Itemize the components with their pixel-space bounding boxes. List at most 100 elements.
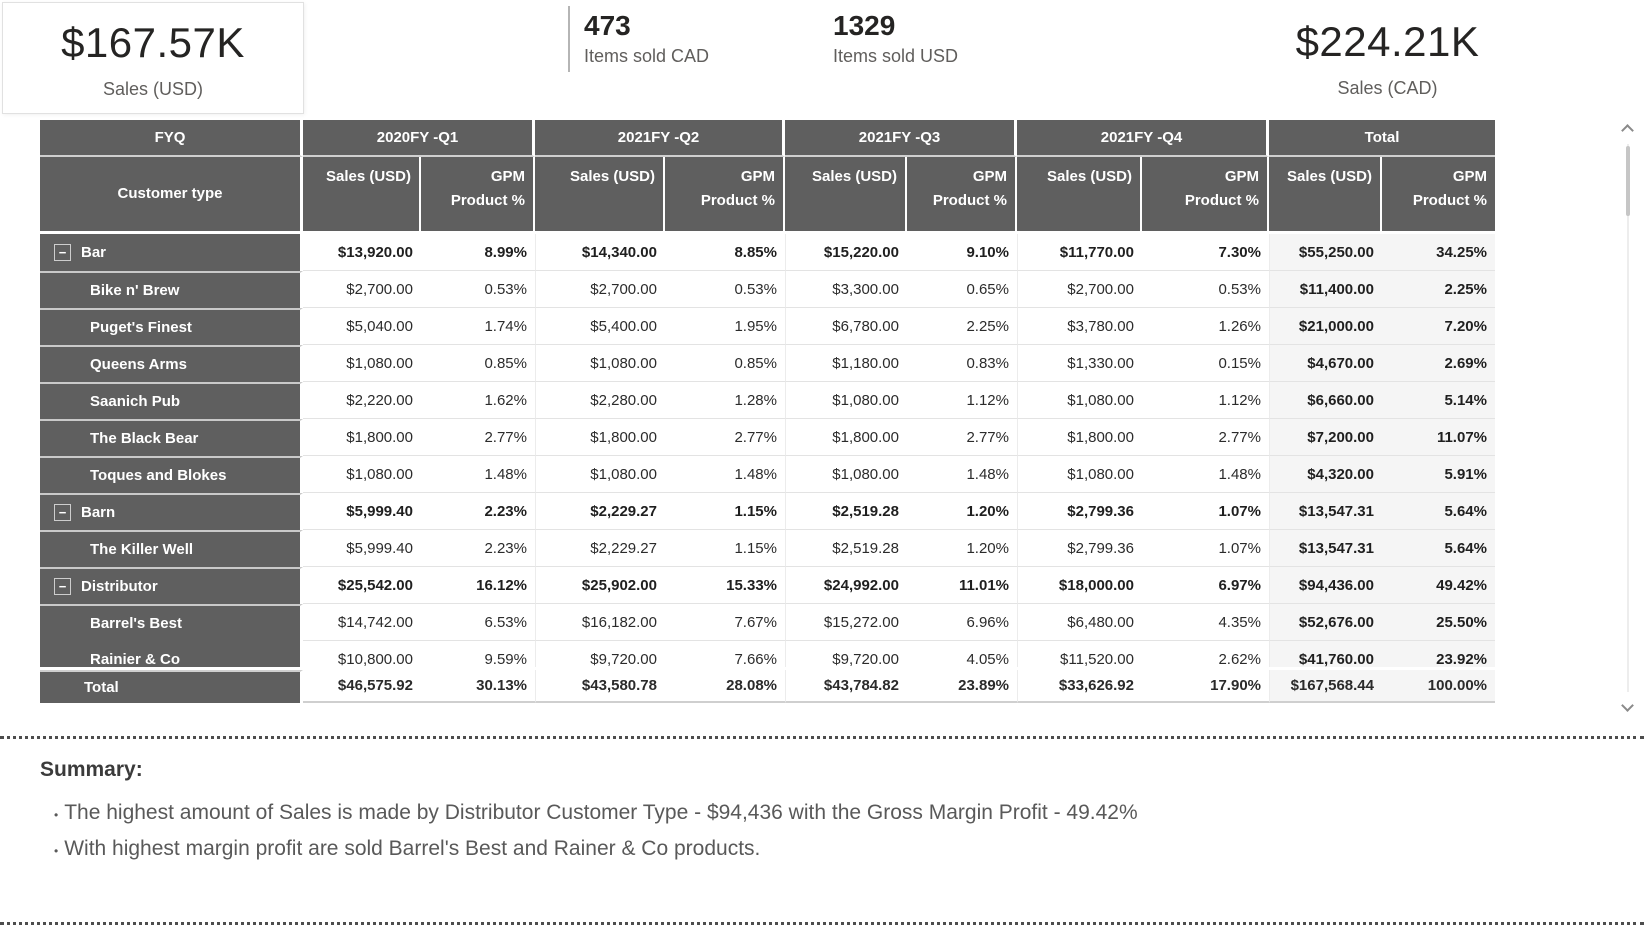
collapse-icon[interactable]: − xyxy=(54,578,71,595)
gpm-cell[interactable]: 0.85% xyxy=(665,345,785,382)
gpm-cell[interactable]: 0.83% xyxy=(907,345,1017,382)
gpm-cell[interactable]: 1.48% xyxy=(421,456,535,493)
gpm-cell[interactable]: 4.35% xyxy=(1142,604,1269,641)
sales-cell[interactable]: $1,080.00 xyxy=(1017,382,1142,419)
gpm-cell[interactable]: 2.62% xyxy=(1142,641,1269,668)
sales-cell[interactable]: $24,992.00 xyxy=(785,567,907,604)
total-gpm-cell[interactable]: 2.69% xyxy=(1382,345,1495,382)
gpm-cell[interactable]: 1.20% xyxy=(907,530,1017,567)
gpm-cell[interactable]: 2.77% xyxy=(421,419,535,456)
sales-cell[interactable]: $2,799.36 xyxy=(1017,530,1142,567)
gpm-cell[interactable]: 17.90% xyxy=(1142,670,1269,703)
scroll-up-icon[interactable] xyxy=(1621,124,1634,137)
gpm-cell[interactable]: 15.33% xyxy=(665,567,785,604)
sales-cell[interactable]: $2,700.00 xyxy=(1017,271,1142,308)
gpm-cell[interactable]: 4.05% xyxy=(907,641,1017,668)
row-header-rainier-and-co[interactable]: Rainier & Co xyxy=(40,641,303,667)
sales-cell[interactable]: $43,580.78 xyxy=(535,670,665,703)
total-gpm-cell[interactable]: 49.42% xyxy=(1382,567,1495,604)
total-sales-cell[interactable]: $21,000.00 xyxy=(1269,308,1382,345)
sales-cell[interactable]: $11,520.00 xyxy=(1017,641,1142,667)
gpm-cell[interactable]: 2.25% xyxy=(907,308,1017,345)
vertical-scrollbar[interactable] xyxy=(1618,122,1638,714)
total-sales-cell[interactable]: $94,436.00 xyxy=(1269,567,1382,604)
gpm-cell[interactable]: 16.12% xyxy=(421,567,535,604)
sales-cell[interactable]: $2,229.27 xyxy=(535,493,665,530)
row-header-pugets-finest[interactable]: Puget's Finest xyxy=(40,308,303,345)
gpm-cell[interactable]: 9.10% xyxy=(907,234,1017,271)
gpm-cell[interactable]: 6.53% xyxy=(421,604,535,641)
gpm-cell[interactable]: 1.12% xyxy=(907,382,1017,419)
sales-cell[interactable]: $1,330.00 xyxy=(1017,345,1142,382)
row-header-bar[interactable]: − Bar xyxy=(40,234,303,271)
gpm-cell[interactable]: 1.62% xyxy=(421,382,535,419)
gpm-cell[interactable]: 7.66% xyxy=(665,641,785,668)
column-group-2020fy-q1[interactable]: 2020FY -Q1 xyxy=(303,120,535,157)
column-group-2021fy-q4[interactable]: 2021FY -Q4 xyxy=(1017,120,1269,157)
gpm-cell[interactable]: 8.85% xyxy=(665,234,785,271)
scroll-down-icon[interactable] xyxy=(1621,699,1634,712)
total-gpm-cell[interactable]: 23.92% xyxy=(1382,641,1495,667)
row-header-barrels-best[interactable]: Barrel's Best xyxy=(40,604,303,641)
row-header-total[interactable]: Total xyxy=(40,670,303,703)
sales-cell[interactable]: $5,040.00 xyxy=(303,308,421,345)
sales-cell[interactable]: $9,720.00 xyxy=(785,641,907,667)
gpm-cell[interactable]: 2.77% xyxy=(665,419,785,456)
total-sales-cell[interactable]: $55,250.00 xyxy=(1269,234,1382,271)
matrix-scroll-area[interactable]: − Bar $13,920.00 8.99% $14,340.00 8.85% $… xyxy=(40,231,1495,667)
gpm-cell[interactable]: 1.15% xyxy=(665,493,785,530)
total-gpm-cell[interactable]: 7.20% xyxy=(1382,308,1495,345)
gpm-cell[interactable]: 1.48% xyxy=(907,456,1017,493)
gpm-cell[interactable]: 1.20% xyxy=(907,493,1017,530)
sales-cell[interactable]: $2,519.28 xyxy=(785,493,907,530)
gpm-cell[interactable]: 0.65% xyxy=(907,271,1017,308)
gpm-cell[interactable]: 2.77% xyxy=(1142,419,1269,456)
total-sales-cell[interactable]: $7,200.00 xyxy=(1269,419,1382,456)
total-sales-cell[interactable]: $13,547.31 xyxy=(1269,530,1382,567)
sales-cell[interactable]: $1,080.00 xyxy=(303,456,421,493)
sales-cell[interactable]: $18,000.00 xyxy=(1017,567,1142,604)
row-header-saanich-pub[interactable]: Saanich Pub xyxy=(40,382,303,419)
row-header-title[interactable]: Customer type xyxy=(40,157,303,231)
sales-cell[interactable]: $1,800.00 xyxy=(535,419,665,456)
gpm-cell[interactable]: 0.15% xyxy=(1142,345,1269,382)
gpm-cell[interactable]: 1.12% xyxy=(1142,382,1269,419)
sales-cell[interactable]: $1,080.00 xyxy=(785,456,907,493)
row-header-the-killer-well[interactable]: The Killer Well xyxy=(40,530,303,567)
gpm-cell[interactable]: 1.28% xyxy=(665,382,785,419)
gpm-cell[interactable]: 2.23% xyxy=(421,530,535,567)
row-header-the-black-bear[interactable]: The Black Bear xyxy=(40,419,303,456)
gpm-cell[interactable]: 1.95% xyxy=(665,308,785,345)
gpm-cell[interactable]: 6.97% xyxy=(1142,567,1269,604)
sales-cell[interactable]: $3,780.00 xyxy=(1017,308,1142,345)
gpm-cell[interactable]: 0.53% xyxy=(1142,271,1269,308)
sales-cell[interactable]: $10,800.00 xyxy=(303,641,421,668)
sales-cell[interactable]: $2,229.27 xyxy=(535,530,665,567)
gpm-cell[interactable]: 8.99% xyxy=(421,234,535,271)
total-sales-cell[interactable]: $4,320.00 xyxy=(1269,456,1382,493)
sales-cell[interactable]: $5,400.00 xyxy=(535,308,665,345)
sales-cell[interactable]: $2,799.36 xyxy=(1017,493,1142,530)
gpm-cell[interactable]: 0.53% xyxy=(665,271,785,308)
gpm-cell[interactable]: 30.13% xyxy=(421,670,535,703)
gpm-cell[interactable]: 7.67% xyxy=(665,604,785,641)
sales-cell[interactable]: $25,902.00 xyxy=(535,567,665,604)
sales-cell[interactable]: $1,080.00 xyxy=(303,345,421,382)
row-header-distributor[interactable]: − Distributor xyxy=(40,567,303,604)
subheader-sales-q3[interactable]: Sales (USD) xyxy=(785,157,907,231)
sales-cell[interactable]: $43,784.82 xyxy=(785,670,907,703)
scrollbar-track[interactable] xyxy=(1627,144,1629,692)
sales-cell[interactable]: $16,182.00 xyxy=(535,604,665,641)
subheader-sales-q4[interactable]: Sales (USD) xyxy=(1017,157,1142,231)
total-gpm-cell[interactable]: 100.00% xyxy=(1382,670,1495,703)
gpm-cell[interactable]: 28.08% xyxy=(665,670,785,703)
gpm-cell[interactable]: 1.15% xyxy=(665,530,785,567)
sales-cell[interactable]: $1,800.00 xyxy=(1017,419,1142,456)
sales-cell[interactable]: $1,080.00 xyxy=(535,345,665,382)
sales-cell[interactable]: $3,300.00 xyxy=(785,271,907,308)
collapse-icon[interactable]: − xyxy=(54,244,71,261)
sales-cell[interactable]: $13,920.00 xyxy=(303,234,421,271)
total-sales-cell[interactable]: $41,760.00 xyxy=(1269,641,1382,667)
subheader-gpm-q1[interactable]: GPM Product % xyxy=(421,157,535,231)
total-sales-cell[interactable]: $6,660.00 xyxy=(1269,382,1382,419)
